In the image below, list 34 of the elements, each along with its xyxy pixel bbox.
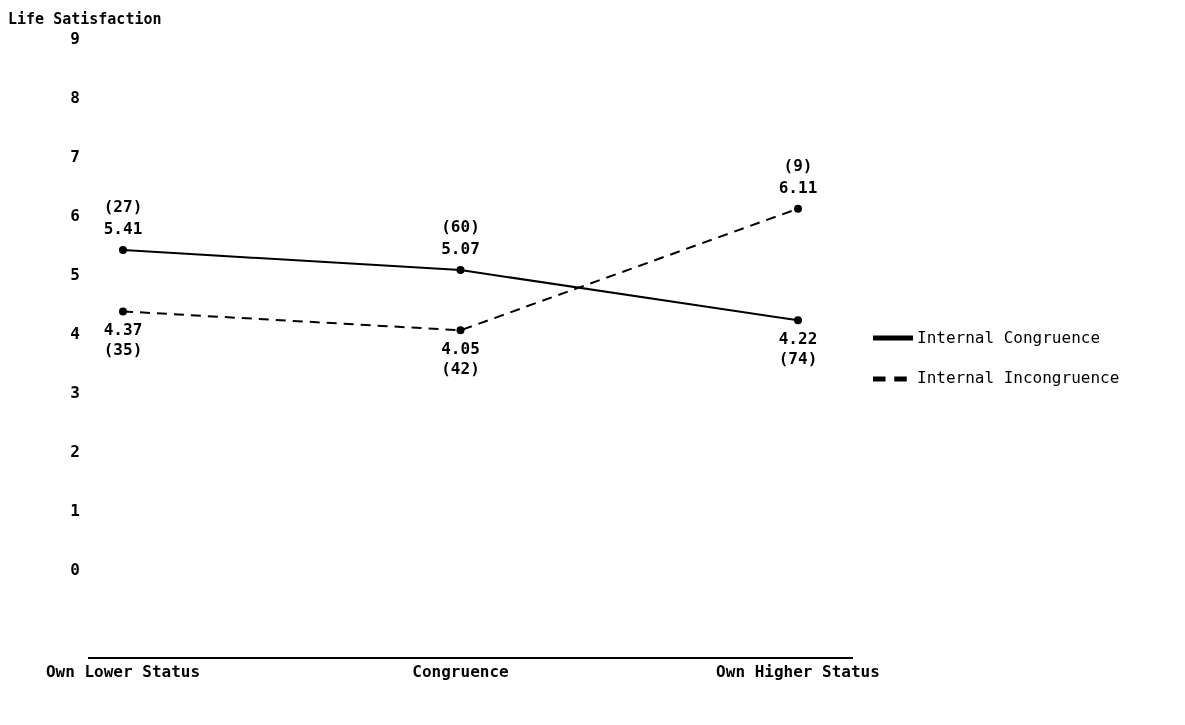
data-label: 4.37 [103, 320, 143, 340]
x-tick-label: Own Lower Status [45, 662, 201, 682]
legend-label: Internal Congruence [917, 327, 1101, 347]
data-label: 4.05 [441, 339, 480, 359]
y-tick-label: 5 [70, 264, 80, 284]
legend-label: Internal Incongruence [917, 368, 1120, 387]
annotation: (42) [441, 359, 480, 379]
y-tick-label: 9 [70, 28, 80, 48]
point [456, 326, 465, 335]
point [794, 316, 802, 325]
y-axis-title: Life Satisfaction [8, 10, 162, 28]
data-label: 6.11 [778, 177, 818, 197]
data-label: 5.07 [441, 239, 480, 259]
data-label: 5.41 [103, 218, 143, 238]
point [119, 245, 127, 254]
y-tick-label: 6 [70, 205, 80, 225]
point [456, 266, 465, 275]
x-tick-label: Own Higher Status [716, 662, 880, 682]
annotation: (27) [103, 196, 143, 216]
y-tick-label: 3 [70, 382, 80, 402]
data-label: 4.22 [778, 329, 818, 349]
annotation: (35) [103, 340, 143, 360]
y-tick-label: 0 [70, 560, 80, 580]
y-tick-label: 4 [70, 323, 80, 343]
annotation: (74) [778, 349, 818, 369]
y-tick-label: 2 [70, 442, 80, 462]
point [794, 204, 802, 213]
y-tick-label: 1 [70, 501, 80, 521]
y-tick-label: 7 [70, 146, 80, 166]
x-tick-label: Congruence [412, 662, 509, 682]
y-tick-label: 8 [70, 87, 80, 107]
point [119, 307, 127, 316]
annotation: (60) [441, 217, 480, 237]
annotation: (9) [783, 155, 813, 175]
